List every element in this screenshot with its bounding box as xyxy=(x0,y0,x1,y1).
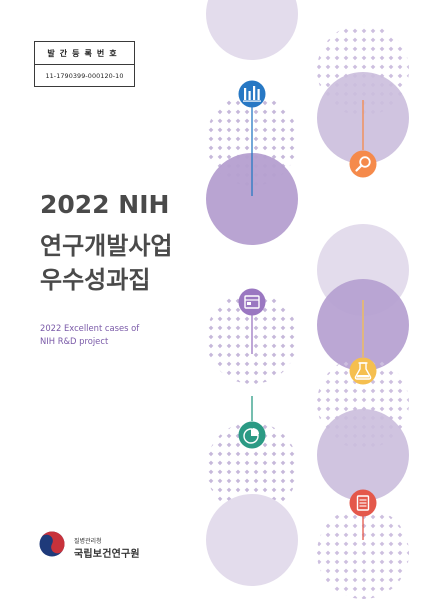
title-line-2: 연구개발사업 xyxy=(40,232,173,260)
document-icon xyxy=(238,288,266,316)
flask-icon xyxy=(349,357,377,385)
title-line-3: 우수성과집 xyxy=(40,266,151,294)
circle-left-1 xyxy=(206,0,298,60)
registration-number: 11-1790399-000120-10 xyxy=(45,72,124,80)
circle-left-2 xyxy=(206,153,298,245)
pie-chart-icon xyxy=(238,421,266,449)
agency-name: 질병관리청 xyxy=(74,538,102,545)
subtitle: 2022 Excellent cases of NIH R&D project xyxy=(40,322,139,348)
dotted-circle-right-3 xyxy=(317,507,409,599)
magnifier-icon xyxy=(349,150,377,178)
taegeuk-logo-icon xyxy=(39,531,65,557)
title-line-1: 2022 NIH xyxy=(40,190,170,219)
registration-label: 발간등록번호 xyxy=(35,42,134,65)
subtitle-line-1: 2022 Excellent cases of xyxy=(40,323,140,333)
registration-box: 발간등록번호 11-1790399-000120-10 xyxy=(34,41,135,87)
circle-right-4 xyxy=(317,409,409,501)
circle-left-3 xyxy=(206,494,298,586)
report-icon xyxy=(349,489,377,517)
dotted-circle-left-3 xyxy=(206,422,298,514)
institute-name: 국립보건연구원 xyxy=(74,549,140,560)
subtitle-line-2: NIH R&D project xyxy=(40,336,109,346)
bar-chart-icon xyxy=(238,80,266,108)
